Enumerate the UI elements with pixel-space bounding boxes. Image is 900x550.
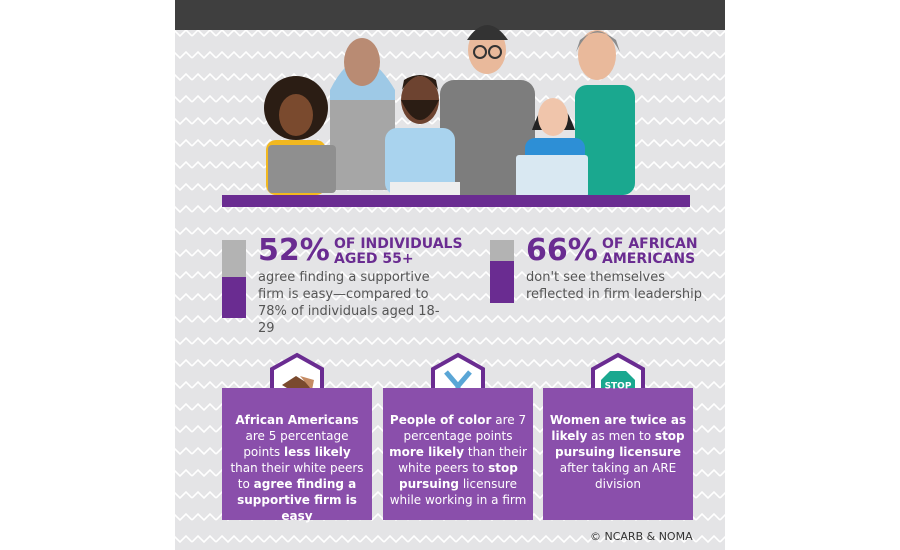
fact-text: are 7 percentage points [403, 413, 527, 443]
fact-text: Women are twice as likely [549, 413, 687, 443]
gauge-fill [490, 261, 514, 303]
credit: © NCARB & NOMA [590, 530, 693, 543]
fact-text: less likely [283, 445, 351, 459]
fact-text: are 5 percentage points [243, 429, 349, 459]
top-bar [175, 0, 725, 30]
fact-text: stop pursuing [399, 461, 518, 491]
fact-text: as men to [587, 429, 655, 443]
people-illustration [264, 25, 635, 197]
fact-text: more likely [389, 445, 465, 459]
stat-text: agree finding a supportive firm is easy—… [258, 270, 440, 336]
stat-headline: OF AFRICAN AMERICANS [602, 236, 698, 267]
stat-percent: 52% [258, 233, 330, 268]
stat-percent: 66% [526, 233, 598, 268]
fact-box: People of color are 7 percentage points … [383, 388, 533, 520]
gauge-fill [222, 277, 246, 318]
gauge [222, 240, 246, 318]
fact-text: People of color [389, 413, 492, 427]
fact-text: African Americans [235, 413, 359, 427]
fact-box: African Americans are 5 percentage point… [222, 388, 372, 523]
stop-label: STOP [605, 382, 632, 392]
fact-box: Women are twice as likely as men to stop… [543, 388, 693, 520]
fact-text: than their white peers to [398, 445, 527, 475]
fact-text: than their white peers to [230, 461, 364, 491]
stat-text: don't see themselves reflected in firm l… [526, 270, 703, 302]
fact-text: stop pursuing licensure [555, 429, 685, 459]
stat-headline: OF INDIVIDUALS AGED 55+ [334, 236, 463, 267]
gauge [490, 240, 514, 303]
fact-text: after taking an ARE division [559, 461, 677, 491]
fact-text: agree finding a supportive firm is easy [237, 477, 357, 523]
fact-text: licensure while working in a firm [389, 477, 527, 507]
stop-sign-text: STOP [605, 382, 632, 392]
table-bar [222, 195, 690, 207]
